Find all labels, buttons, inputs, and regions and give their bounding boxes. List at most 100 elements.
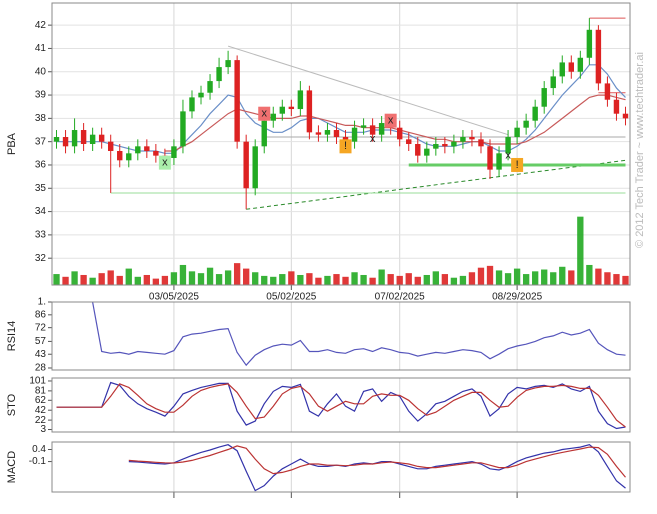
signal-marker: [158, 155, 171, 170]
candle-body: [568, 62, 575, 72]
candle-body: [171, 146, 177, 158]
candle-body: [451, 141, 457, 147]
candle-body: [252, 146, 258, 189]
indicator-line: [128, 445, 626, 478]
y-tick-label: 35: [35, 183, 47, 194]
candle-body: [306, 90, 313, 133]
candle-body: [216, 67, 222, 82]
candle-body: [234, 60, 240, 142]
volume-bar: [387, 274, 394, 285]
candle-body: [89, 134, 96, 144]
x-tick-label: 05/02/2025: [266, 292, 316, 303]
y-tick-label: 37: [35, 136, 47, 147]
candle-body: [523, 120, 529, 128]
volume-bar: [116, 275, 123, 285]
y-tick-label: 43: [35, 349, 47, 360]
volume-bar: [206, 267, 214, 285]
y-axis-label: MACD: [6, 451, 18, 483]
volume-bar: [143, 274, 150, 285]
candle-body: [360, 125, 367, 128]
signal-marker: [511, 157, 524, 172]
signal-label: x: [261, 108, 267, 120]
y-tick-label: 57: [35, 336, 47, 347]
volume-bar: [179, 264, 187, 285]
candle-body: [595, 29, 602, 84]
candle-body: [378, 123, 385, 135]
volume-bar: [134, 276, 141, 285]
signal-label: !: [344, 140, 347, 152]
volume-bar: [378, 269, 385, 285]
volume-bar: [62, 276, 69, 285]
watermark: © 2012 Tech Trader ~ www.techtrader.ai: [634, 52, 646, 248]
volume-bar: [604, 272, 611, 285]
candle-body: [225, 60, 231, 68]
volume-bar: [170, 272, 178, 285]
volume-bar: [306, 273, 313, 285]
volume-bar: [197, 273, 205, 285]
candle-body: [487, 146, 493, 170]
candle-body: [424, 148, 430, 156]
candle-body: [153, 150, 159, 156]
plot-area: [128, 444, 626, 492]
candle-body: [315, 132, 322, 135]
y-tick-label: 0.4: [32, 444, 46, 455]
volume-bar: [315, 277, 322, 285]
candle-body: [98, 134, 105, 142]
candle-body: [71, 130, 78, 147]
volume-bar: [568, 270, 575, 285]
candle-body: [207, 81, 213, 93]
candle-body: [496, 153, 502, 170]
signal-label: x: [505, 150, 511, 162]
candle-body: [478, 139, 484, 147]
candle-body: [279, 106, 286, 114]
volume-bar: [107, 270, 114, 285]
y-tick-label: 39: [35, 90, 47, 101]
volume-bar: [577, 216, 584, 285]
volume-bar: [414, 276, 421, 285]
candle-body: [144, 146, 150, 151]
y-tick-label: 32: [35, 253, 47, 264]
volume-bar: [80, 274, 87, 285]
indicator-line: [128, 444, 626, 492]
signal-label: x: [370, 133, 376, 145]
volume-bar: [71, 271, 78, 285]
panel-frame: [51, 2, 631, 286]
y-tick-label: 36: [35, 160, 47, 171]
candle-body: [604, 83, 611, 100]
volume-bar: [622, 275, 629, 285]
volume-bar: [541, 269, 548, 285]
volume-bar: [468, 272, 476, 285]
candle-body: [469, 137, 475, 140]
volume-bar: [261, 275, 268, 285]
plot-area: xx!xxx!: [53, 17, 629, 285]
signal-label: x: [162, 157, 168, 169]
volume-bar: [288, 271, 295, 285]
volume-bar: [486, 265, 494, 285]
volume-bar: [233, 263, 241, 285]
volume-bar: [513, 268, 521, 285]
indicator-line: [56, 381, 626, 430]
y-tick-label: 62: [35, 395, 47, 406]
candle-body: [351, 127, 358, 142]
y-tick-label: 22: [35, 415, 47, 426]
candle-body: [415, 144, 421, 156]
indicator-line: [164, 94, 626, 152]
y-tick-label: 38: [35, 113, 47, 124]
volume-bar: [297, 274, 304, 285]
candle-body: [261, 120, 267, 147]
signal-label: x: [388, 115, 394, 127]
volume-bar: [98, 273, 105, 285]
plot-area: [92, 302, 626, 367]
volume-bar: [360, 274, 367, 285]
candle-body: [270, 113, 276, 121]
volume-bar: [324, 275, 331, 285]
candle-body: [442, 144, 448, 147]
volume-bar: [215, 274, 223, 285]
candle-body: [80, 130, 87, 144]
volume-bar: [432, 271, 439, 285]
candle-body: [53, 137, 60, 142]
candle-body: [460, 137, 466, 142]
volume-bar: [522, 274, 530, 285]
candle-body: [541, 88, 547, 107]
volume-bar: [89, 277, 96, 285]
